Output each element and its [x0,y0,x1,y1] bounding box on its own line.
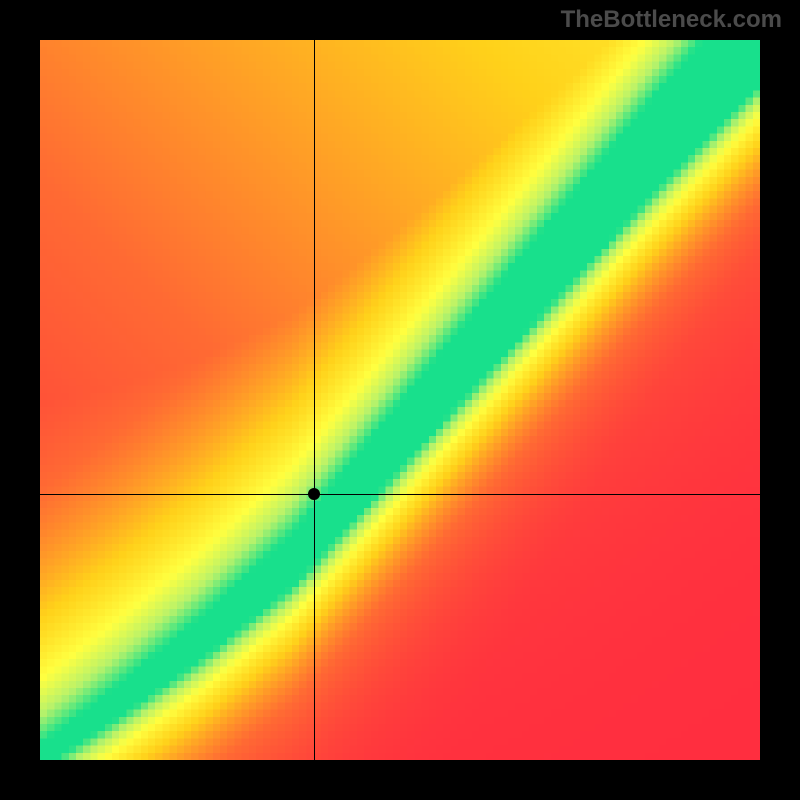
crosshair-horizontal [40,494,760,495]
watermark-text: TheBottleneck.com [561,6,782,34]
crosshair-vertical [314,40,315,760]
heatmap-canvas [40,40,760,760]
heatmap-plot [40,40,760,760]
crosshair-marker [308,488,320,500]
